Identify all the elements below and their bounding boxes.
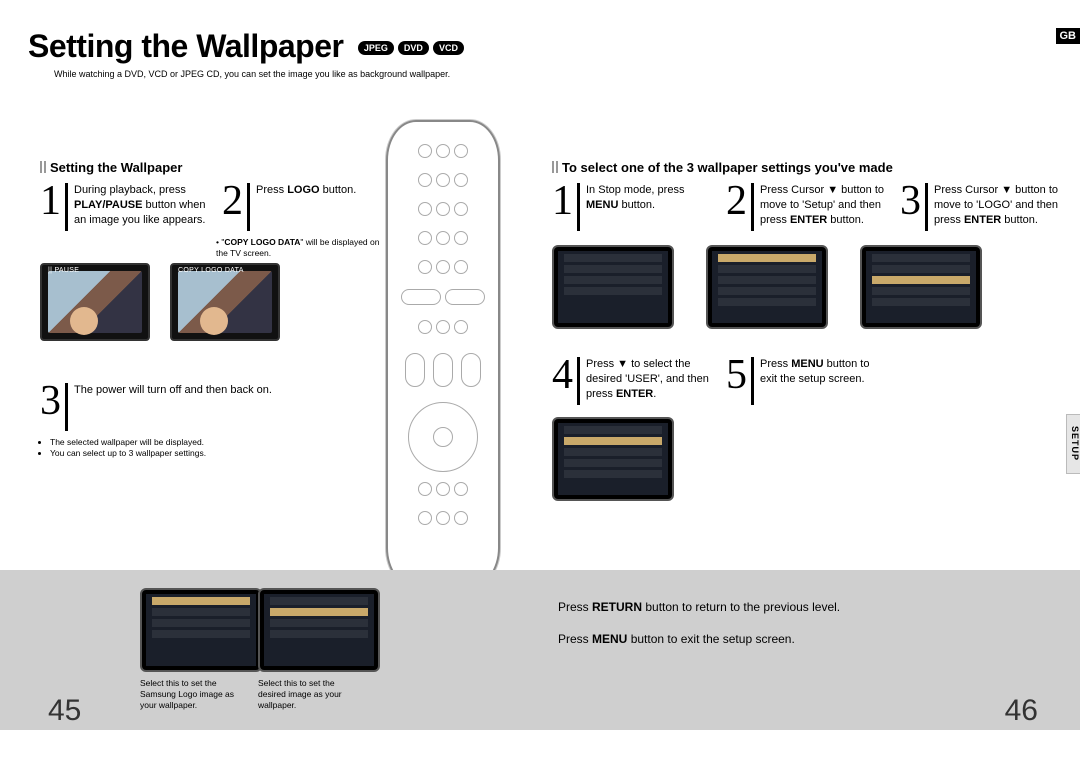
hint-block: Press RETURN button to return to the pre… [558, 600, 840, 664]
step-number: 3 [40, 383, 61, 421]
page-number-right: 46 [1005, 694, 1038, 728]
step-body: Press Cursor ▼ button to move to 'Setup'… [751, 183, 886, 231]
tv-thumb: COPY LOGO DATA [170, 263, 280, 341]
badge-jpeg: JPEG [358, 41, 394, 55]
step-number: 4 [552, 357, 573, 395]
step-body: Press Cursor ▼ button to move to 'LOGO' … [925, 183, 1060, 231]
step-body: In Stop mode, press MENU button. [577, 183, 712, 231]
step3-notes: The selected wallpaper will be displayed… [40, 437, 382, 459]
step-body: The power will turn off and then back on… [65, 383, 272, 431]
format-badges: JPEG DVD VCD [358, 41, 464, 55]
osd-thumb [140, 588, 262, 672]
osd-thumb [552, 245, 674, 329]
osd-thumb [860, 245, 982, 329]
osd-thumb [706, 245, 828, 329]
footer-caption: Select this to set the Samsung Logo imag… [140, 678, 240, 711]
footer-caption: Select this to set the desired image as … [258, 678, 358, 711]
page-title: Setting the Wallpaper [28, 28, 343, 65]
left-section-heading: Setting the Wallpaper [40, 160, 382, 175]
remote-illustration [386, 120, 500, 588]
step-body: Press MENU button to exit the setup scre… [751, 357, 886, 405]
step-number: 3 [900, 183, 921, 221]
step-number: 2 [726, 183, 747, 221]
right-section-heading: To select one of the 3 wallpaper setting… [552, 160, 1060, 175]
tv-thumb: || PAUSE [40, 263, 150, 341]
osd-thumb [552, 417, 674, 501]
badge-vcd: VCD [433, 41, 464, 55]
step-number: 1 [552, 183, 573, 221]
page-number-left: 45 [48, 694, 81, 728]
step-number: 2 [222, 183, 243, 221]
language-tag: GB [1056, 28, 1080, 44]
copy-logo-note: • "COPY LOGO DATA" will be displayed on … [216, 237, 382, 259]
badge-dvd: DVD [398, 41, 429, 55]
step-body: Press ▼ to select the desired 'USER', an… [577, 357, 712, 405]
step-number: 5 [726, 357, 747, 395]
subtitle: While watching a DVD, VCD or JPEG CD, yo… [54, 69, 1052, 79]
osd-thumb [258, 588, 380, 672]
step-body: Press LOGO button. [247, 183, 356, 231]
step-number: 1 [40, 183, 61, 221]
step-body: During playback, press PLAY/PAUSE button… [65, 183, 210, 231]
remote-dpad [408, 402, 478, 472]
section-tab: SETUP [1066, 414, 1080, 474]
